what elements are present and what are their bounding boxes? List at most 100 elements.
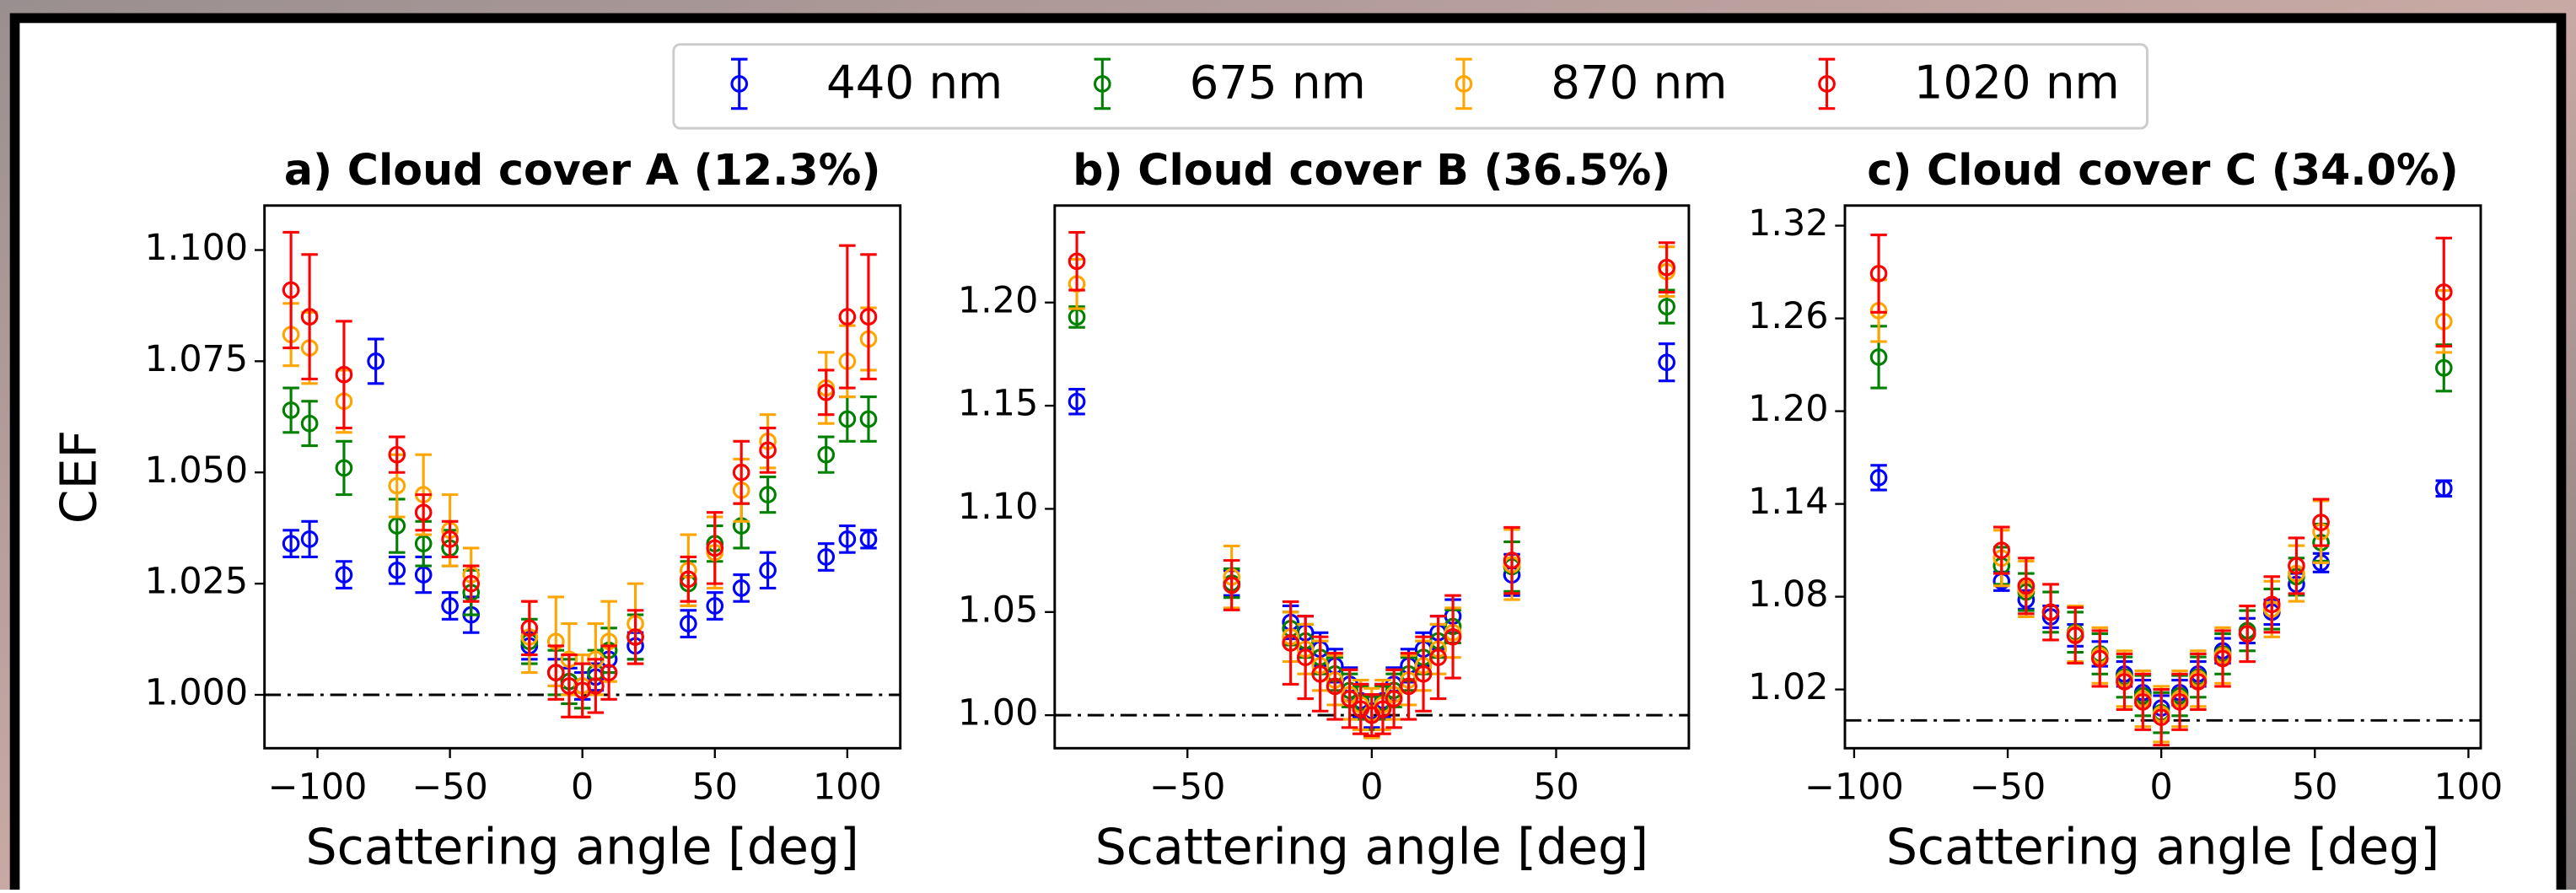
- marker: [414, 535, 433, 552]
- marker: [859, 530, 878, 548]
- x-axis-label: Scattering angle [deg]: [1886, 818, 2439, 875]
- legend-label: 675 nm: [1190, 56, 1366, 110]
- marker: [1869, 265, 1888, 282]
- y-tick-label: 1.32: [1748, 202, 1828, 245]
- marker: [1503, 551, 1521, 569]
- marker: [759, 486, 777, 503]
- marker: [546, 664, 565, 681]
- marker: [1374, 700, 1392, 718]
- legend-marker: [1094, 75, 1111, 93]
- marker: [1296, 648, 1315, 666]
- marker: [1385, 690, 1403, 707]
- marker: [1068, 392, 1086, 411]
- marker: [732, 579, 750, 597]
- marker: [838, 410, 857, 428]
- marker: [859, 410, 878, 428]
- legend-label: 870 nm: [1551, 56, 1727, 110]
- marker: [1658, 353, 1675, 372]
- series: [282, 230, 878, 718]
- marker: [1068, 252, 1086, 271]
- y-tick-label: 1.025: [145, 561, 249, 603]
- marker: [462, 574, 481, 593]
- marker: [2152, 708, 2170, 726]
- marker: [388, 445, 406, 464]
- marker: [2262, 595, 2281, 614]
- y-tick-label: 1.26: [1748, 295, 1828, 337]
- x-tick-label: 0: [1360, 767, 1383, 809]
- x-tick-label: −50: [411, 767, 487, 809]
- marker: [388, 517, 406, 535]
- x-tick-label: −100: [1804, 767, 1904, 809]
- marker: [2066, 627, 2084, 644]
- marker: [587, 677, 605, 695]
- y-tick-label: 1.14: [1748, 481, 1828, 523]
- marker: [2213, 649, 2232, 668]
- x-tick-label: 0: [571, 767, 594, 809]
- marker: [1400, 677, 1417, 696]
- marker: [838, 530, 857, 548]
- x-tick-label: 100: [813, 767, 882, 809]
- marker: [2434, 479, 2453, 498]
- marker: [414, 503, 433, 522]
- y-tick-label: 1.05: [958, 589, 1038, 631]
- marker: [441, 597, 459, 615]
- axes-frame: [1053, 204, 1691, 750]
- marker: [600, 664, 618, 681]
- y-tick-label: 1.075: [145, 338, 249, 380]
- marker: [335, 459, 353, 477]
- y-tick-label: 1.02: [1748, 666, 1828, 708]
- axes-frame: [1843, 204, 2482, 750]
- marker: [1429, 648, 1447, 666]
- y-tick-label: 1.100: [145, 227, 249, 269]
- marker: [1993, 541, 2011, 559]
- marker: [817, 383, 836, 401]
- marker: [1326, 677, 1344, 696]
- marker: [706, 597, 724, 615]
- y-tick-label: 1.08: [1748, 573, 1828, 616]
- chart-title: b) Cloud cover B (36.5%): [1073, 145, 1670, 195]
- y-axis-label: CEF: [51, 430, 108, 524]
- series: [1068, 231, 1675, 738]
- marker: [441, 530, 459, 548]
- y-tick-label: 1.20: [958, 279, 1038, 321]
- chart-title: c) Cloud cover C (34.0%): [1867, 145, 2458, 195]
- marker: [282, 535, 300, 552]
- marker: [817, 445, 836, 464]
- legend-box: [672, 43, 2148, 130]
- marker: [1341, 690, 1358, 707]
- x-axis-label: Scattering angle [deg]: [306, 818, 859, 875]
- marker: [2288, 557, 2305, 575]
- y-tick-label: 1.10: [958, 486, 1038, 528]
- y-tick-label: 1.20: [1748, 388, 1828, 430]
- marker: [2170, 692, 2189, 711]
- x-tick-label: 50: [692, 767, 739, 809]
- marker: [520, 619, 539, 637]
- marker: [282, 401, 300, 419]
- marker: [300, 414, 319, 433]
- marker: [2434, 358, 2453, 377]
- marker: [817, 548, 836, 566]
- marker: [1414, 664, 1433, 683]
- marker: [680, 570, 697, 589]
- x-axis-label: Scattering angle [deg]: [1095, 818, 1648, 875]
- marker: [388, 561, 406, 579]
- marker: [1311, 664, 1329, 683]
- x-tick-label: −50: [1149, 767, 1225, 809]
- y-tick-label: 1.15: [958, 383, 1038, 425]
- legend-marker: [1455, 75, 1473, 93]
- marker: [759, 561, 777, 579]
- marker: [388, 476, 406, 495]
- marker: [2041, 603, 2060, 621]
- marker: [1869, 469, 1888, 487]
- x-tick-label: −50: [1970, 767, 2046, 809]
- x-tick-label: −100: [268, 767, 368, 809]
- series: [1869, 234, 2453, 747]
- marker: [2133, 692, 2152, 711]
- x-tick-label: 100: [2434, 767, 2503, 809]
- legend-label: 440 nm: [826, 56, 1003, 110]
- marker: [1223, 576, 1241, 594]
- marker: [300, 308, 319, 325]
- x-tick-label: 50: [1533, 767, 1579, 809]
- marker: [335, 566, 353, 584]
